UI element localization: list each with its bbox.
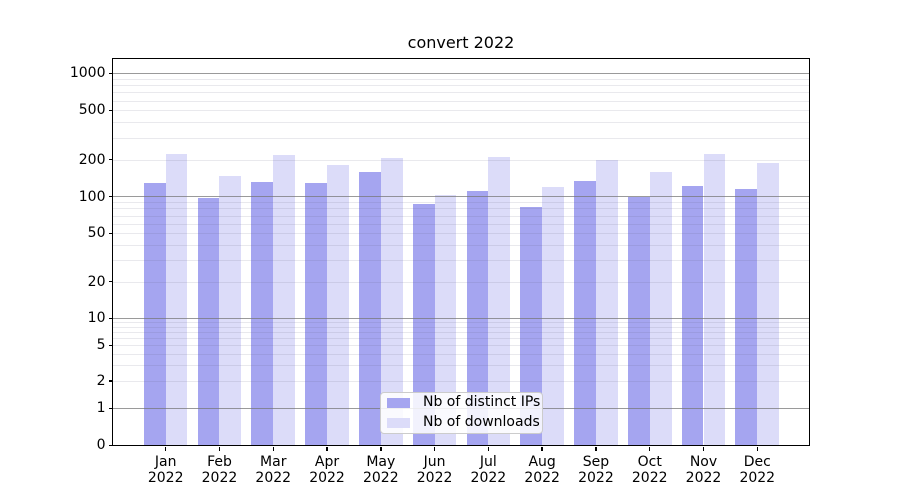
x-tick-year-jul: 2022 <box>470 470 507 487</box>
x-tick-mark-jun <box>433 446 436 452</box>
x-tick-year-mar: 2022 <box>255 470 292 487</box>
y-tick-label-1: 1 <box>96 400 106 417</box>
x-tick-year-oct: 2022 <box>631 470 668 487</box>
x-tick-label-mar: Mar 2022 <box>243 454 303 487</box>
y-tick-label-500: 500 <box>78 102 106 119</box>
x-tick-year-may: 2022 <box>362 470 399 487</box>
legend-swatch-downloads-icon <box>387 417 410 428</box>
legend-label-distinct-ips: Nb of distinct IPs <box>423 394 541 410</box>
x-tick-year-apr: 2022 <box>309 470 345 487</box>
y-tick-label-200: 200 <box>78 151 106 168</box>
y-tick-label-100: 100 <box>78 188 106 205</box>
x-tick-year-nov: 2022 <box>685 470 722 487</box>
x-tick-year-sep: 2022 <box>578 470 614 487</box>
y-tick-label-50: 50 <box>87 225 106 242</box>
y-tick-label-5: 5 <box>96 337 106 354</box>
legend-label-downloads: Nb of downloads <box>423 414 540 430</box>
legend-item-downloads: Nb of downloads <box>381 414 542 431</box>
x-tick-mark-may <box>380 446 382 452</box>
x-tick-year-aug: 2022 <box>524 470 560 487</box>
x-tick-mark-jul <box>487 446 490 452</box>
x-tick-mark-jan <box>164 446 167 452</box>
y-tick-label-20: 20 <box>87 273 106 290</box>
y-tick-label-1000: 1000 <box>69 65 106 82</box>
x-tick-mark-apr <box>326 446 328 452</box>
x-tick-label-oct: Oct 2022 <box>620 454 680 487</box>
y-tick-label-10: 10 <box>87 310 106 327</box>
x-tick-year-dec: 2022 <box>739 470 776 487</box>
x-tick-mark-nov <box>702 446 705 452</box>
x-tick-label-aug: Aug 2022 <box>512 454 572 487</box>
x-tick-label-feb: Feb 2022 <box>189 454 249 487</box>
x-tick-label-jun: Jun 2022 <box>405 454 465 487</box>
x-tick-label-may: May 2022 <box>351 454 411 487</box>
x-tick-label-jul: Jul 2022 <box>458 454 518 487</box>
x-tick-label-dec: Dec 2022 <box>727 454 787 487</box>
legend-swatch-distinct-ips-icon <box>387 397 410 408</box>
x-tick-mark-oct <box>648 446 651 452</box>
y-tick-label-0: 0 <box>96 437 106 454</box>
x-tick-year-jan: 2022 <box>147 470 184 487</box>
x-tick-mark-sep <box>595 446 597 452</box>
x-tick-label-jan: Jan 2022 <box>136 454 196 487</box>
chart-title: convert 2022 <box>407 33 515 52</box>
x-tick-mark-aug <box>541 446 543 452</box>
x-tick-year-feb: 2022 <box>201 470 238 487</box>
x-tick-mark-dec <box>756 446 759 452</box>
x-tick-label-apr: Apr 2022 <box>297 454 357 487</box>
legend-item-distinct-ips: Nb of distinct IPs <box>381 394 542 411</box>
legend: Nb of distinct IPs Nb of downloads <box>380 391 543 434</box>
x-tick-label-sep: Sep 2022 <box>566 454 626 487</box>
x-tick-label-nov: Nov 2022 <box>674 454 734 487</box>
x-tick-year-jun: 2022 <box>416 470 453 487</box>
x-tick-mark-mar <box>272 446 274 452</box>
y-tick-label-2: 2 <box>96 373 106 390</box>
x-tick-mark-feb <box>218 446 221 452</box>
plot-area-border <box>111 57 810 446</box>
